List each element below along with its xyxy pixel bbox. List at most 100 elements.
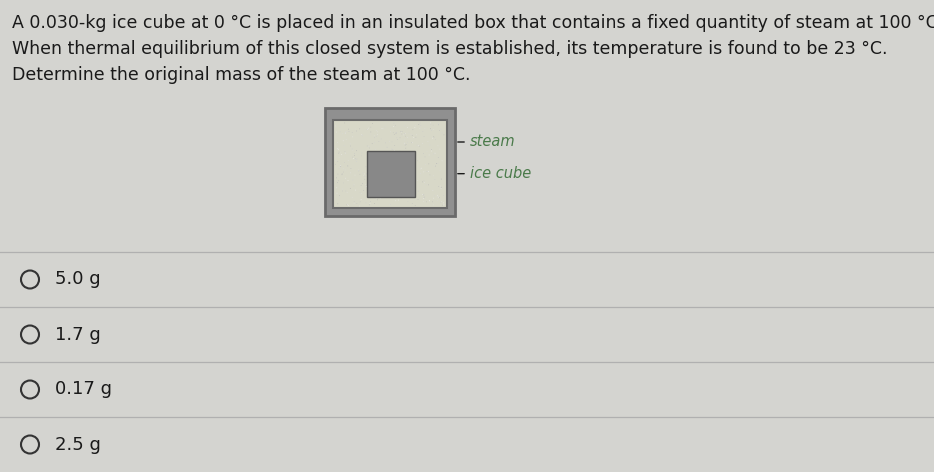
Point [392, 147, 407, 155]
Point [328, 122, 343, 129]
Point [354, 131, 369, 139]
Text: Determine the original mass of the steam at 100 °C.: Determine the original mass of the steam… [12, 66, 471, 84]
Point [424, 146, 439, 153]
Point [333, 148, 347, 156]
Point [431, 160, 446, 167]
Point [355, 180, 370, 187]
Point [338, 129, 353, 136]
Point [387, 119, 402, 127]
Point [343, 142, 358, 150]
Point [337, 142, 352, 149]
Point [388, 150, 403, 157]
Point [330, 179, 345, 186]
Point [368, 177, 383, 185]
Point [385, 182, 400, 189]
Bar [367, 151, 415, 196]
Text: When thermal equilibrium of this closed system is established, its temperature i: When thermal equilibrium of this closed … [12, 40, 887, 58]
Point [424, 147, 439, 155]
Point [426, 150, 441, 158]
Point [340, 201, 355, 208]
Point [331, 139, 346, 146]
Point [360, 126, 375, 134]
Point [432, 167, 447, 174]
Point [337, 119, 352, 126]
Point [363, 198, 378, 205]
Point [416, 191, 431, 199]
Point [374, 135, 389, 143]
Point [363, 123, 378, 131]
Point [349, 200, 364, 207]
Point [397, 139, 412, 147]
Point [400, 138, 415, 146]
Point [373, 188, 388, 195]
Point [417, 198, 432, 205]
Point [407, 170, 422, 178]
Point [413, 119, 428, 127]
Point [368, 146, 383, 153]
Point [418, 181, 433, 188]
Point [362, 151, 377, 159]
Point [361, 201, 376, 209]
Point [354, 195, 369, 203]
Point [436, 131, 451, 139]
Point [348, 155, 363, 162]
Point [400, 171, 415, 178]
Point [417, 133, 432, 140]
Point [341, 202, 356, 210]
Point [371, 181, 386, 188]
Point [340, 162, 355, 170]
Point [386, 129, 401, 136]
Point [382, 137, 397, 145]
Point [412, 143, 427, 150]
Point [383, 194, 398, 201]
Point [357, 170, 372, 178]
Point [405, 126, 420, 134]
Point [427, 134, 442, 141]
Point [421, 181, 436, 189]
Point [432, 145, 447, 153]
Point [330, 189, 345, 197]
Point [335, 137, 350, 144]
Point [336, 179, 351, 187]
Point [412, 157, 427, 165]
Point [358, 176, 373, 183]
Point [381, 165, 396, 173]
Point [411, 196, 426, 203]
Point [353, 189, 368, 196]
Point [392, 148, 407, 155]
Point [347, 171, 362, 179]
Point [367, 132, 382, 140]
Point [345, 194, 360, 201]
Point [398, 185, 413, 193]
Point [349, 158, 364, 165]
Point [418, 161, 433, 169]
Point [422, 196, 437, 204]
Point [399, 141, 414, 148]
Point [331, 145, 346, 153]
Point [355, 169, 370, 177]
Point [399, 152, 414, 159]
Point [338, 166, 353, 174]
Point [413, 169, 428, 177]
Point [353, 198, 368, 206]
Point [339, 127, 354, 135]
Point [386, 123, 401, 130]
Point [419, 168, 434, 175]
Point [331, 158, 346, 165]
Point [342, 128, 357, 135]
Point [417, 194, 432, 201]
Text: 5.0 g: 5.0 g [55, 270, 101, 288]
Point [402, 161, 417, 169]
Point [364, 165, 379, 172]
Point [361, 167, 376, 175]
Point [365, 157, 380, 164]
Point [359, 163, 374, 170]
Point [365, 194, 380, 201]
Point [382, 148, 397, 155]
Point [352, 202, 367, 210]
Point [364, 140, 379, 147]
Point [383, 201, 398, 208]
Point [417, 153, 432, 160]
Point [368, 161, 383, 169]
Point [361, 143, 376, 151]
